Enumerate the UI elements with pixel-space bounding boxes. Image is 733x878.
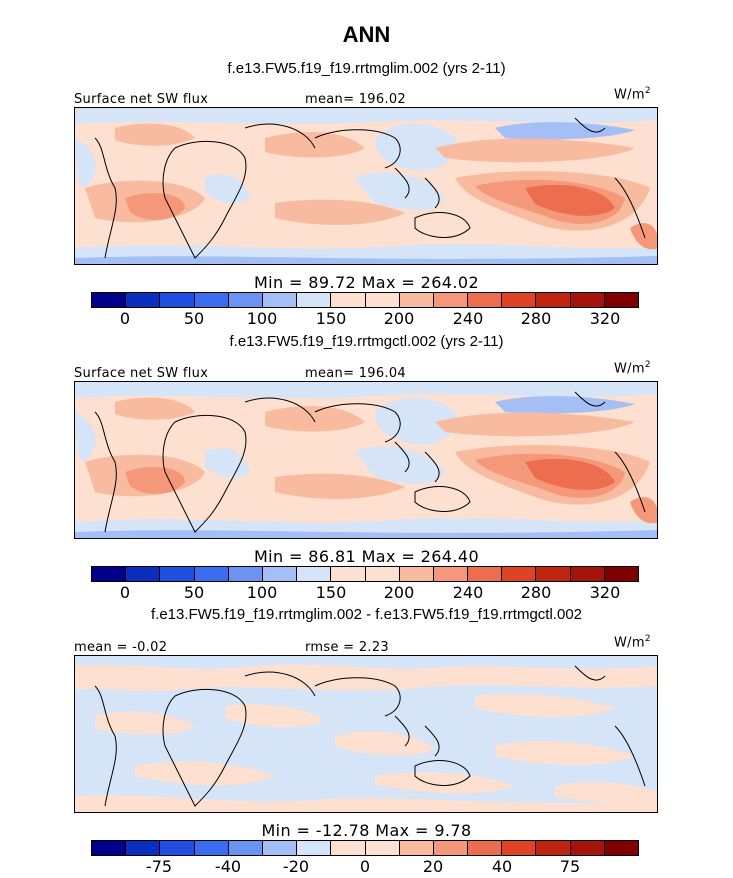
panel3-colorbar-swatch [365, 841, 400, 855]
panel1-colorbar-swatch [502, 293, 537, 307]
panel3-rmse: rmse = 2.23 [305, 640, 389, 655]
panel2-tick: 280 [520, 583, 552, 602]
panel1-colorbar-swatch [160, 293, 195, 307]
panel2-colorbar-swatch [331, 567, 366, 581]
panel2-mean: mean= 196.04 [305, 366, 406, 381]
panel1-colorbar-swatch [399, 293, 434, 307]
panel2-colorbar [91, 566, 639, 582]
panel1-colorbar-swatch [228, 293, 263, 307]
panel2-colorbar-swatch [228, 567, 263, 581]
panel1-colorbar-ticks: 0 50 100 150 200 240 280 320 [91, 309, 639, 328]
panel3-colorbar-swatch [194, 841, 229, 855]
panel1-tick: 240 [452, 309, 484, 328]
panel3-tick: 40 [491, 857, 513, 876]
panel1-colorbar-swatch [536, 293, 571, 307]
panel1-tick: 280 [520, 309, 552, 328]
panel3-tick: -20 [282, 857, 310, 876]
panel3-colorbar-swatch [262, 841, 298, 855]
panel3-minmax: Min = -12.78 Max = 9.78 [261, 821, 472, 840]
panel3-colorbar-swatch [228, 841, 263, 855]
panel1-colorbar-swatch [126, 293, 161, 307]
panel1-colorbar-swatch [604, 293, 638, 307]
panel1-colorbar-swatch [92, 293, 127, 307]
panel2-colorbar-swatch [365, 567, 400, 581]
panel3-tick: 0 [359, 857, 371, 876]
panel1-colorbar-swatch [365, 293, 400, 307]
panel1-tick: 200 [383, 309, 415, 328]
panel1-tick: 50 [183, 309, 205, 328]
panel2-colorbar-swatch [160, 567, 195, 581]
panel1-subtitle: f.e13.FW5.f19_f19.rrtmglim.002 (yrs 2-11… [227, 60, 506, 77]
panel1-units: W/m2 [614, 86, 651, 103]
panel2-colorbar-swatch [92, 567, 127, 581]
panel1-colorbar-swatch [468, 293, 503, 307]
panel1-map [74, 107, 658, 265]
panel3-colorbar-swatch [433, 841, 469, 855]
panel3-colorbar [91, 840, 639, 856]
panel1-minmax: Min = 89.72 Max = 264.02 [253, 273, 480, 292]
panel1-mean: mean= 196.02 [305, 92, 406, 107]
panel3-colorbar-swatch [570, 841, 605, 855]
panel1-colorbar-swatch [433, 293, 469, 307]
panel1-colorbar-swatch [194, 293, 229, 307]
panel2-tick: 240 [452, 583, 484, 602]
panel2-tick: 100 [246, 583, 278, 602]
panel3-colorbar-swatch [160, 841, 195, 855]
panel1-colorbar-swatch [331, 293, 366, 307]
panel3-colorbar-swatch [468, 841, 503, 855]
panel2-colorbar-ticks: 0 50 100 150 200 240 280 320 [91, 583, 639, 602]
panel2-tick: 150 [315, 583, 347, 602]
panel3-subtitle: f.e13.FW5.f19_f19.rrtmglim.002 - f.e13.F… [150, 606, 582, 623]
panel2-tick: 200 [383, 583, 415, 602]
panel2-colorbar-swatch [433, 567, 469, 581]
panel1-colorbar-swatch [262, 293, 298, 307]
panel2-units: W/m2 [614, 360, 651, 377]
panel3-colorbar-swatch [399, 841, 434, 855]
panel2-minmax: Min = 86.81 Max = 264.40 [253, 547, 480, 566]
panel2-colorbar-swatch [399, 567, 434, 581]
panel2-colorbar-swatch [502, 567, 537, 581]
panel1-tick: 150 [315, 309, 347, 328]
panel3-tick: -75 [145, 857, 173, 876]
panel3-colorbar-swatch [126, 841, 161, 855]
panel2-colorbar-swatch [604, 567, 638, 581]
panel2-colorbar-swatch [262, 567, 298, 581]
panel3-colorbar-swatch [502, 841, 537, 855]
page-title: ANN [342, 22, 391, 47]
panel2-tick: 50 [183, 583, 205, 602]
panel3-colorbar-ticks: -75 -40 -20 0 20 40 75 [91, 857, 639, 876]
panel1-tick: 0 [119, 309, 131, 328]
panel2-colorbar-swatch [194, 567, 229, 581]
panel2-tick: 0 [119, 583, 131, 602]
panel3-tick: 20 [422, 857, 444, 876]
panel2-colorbar-swatch [536, 567, 571, 581]
panel2-tick: 320 [589, 583, 621, 602]
panel3-mean: mean = -0.02 [74, 640, 168, 655]
panel1-variable-label: Surface net SW flux [74, 92, 209, 107]
panel3-colorbar-swatch [536, 841, 571, 855]
panel1-tick: 320 [589, 309, 621, 328]
panel3-map [74, 655, 658, 813]
panel2-colorbar-swatch [468, 567, 503, 581]
panel3-colorbar-swatch [604, 841, 638, 855]
panel2-colorbar-swatch [126, 567, 161, 581]
panel3-colorbar-swatch [331, 841, 366, 855]
panel1-colorbar [91, 292, 639, 308]
panel3-units: W/m2 [614, 634, 651, 651]
panel2-colorbar-swatch [570, 567, 605, 581]
panel3-tick: -40 [214, 857, 242, 876]
panel1-colorbar-swatch [570, 293, 605, 307]
panel2-variable-label: Surface net SW flux [74, 366, 209, 381]
panel3-tick: 75 [559, 857, 581, 876]
panel1-colorbar-swatch [297, 293, 332, 307]
panel2-colorbar-swatch [297, 567, 332, 581]
panel2-subtitle: f.e13.FW5.f19_f19.rrtmgctl.002 (yrs 2-11… [229, 333, 504, 350]
panel1-tick: 100 [246, 309, 278, 328]
panel3-colorbar-swatch [92, 841, 127, 855]
panel3-colorbar-swatch [297, 841, 332, 855]
panel2-map [74, 381, 658, 539]
